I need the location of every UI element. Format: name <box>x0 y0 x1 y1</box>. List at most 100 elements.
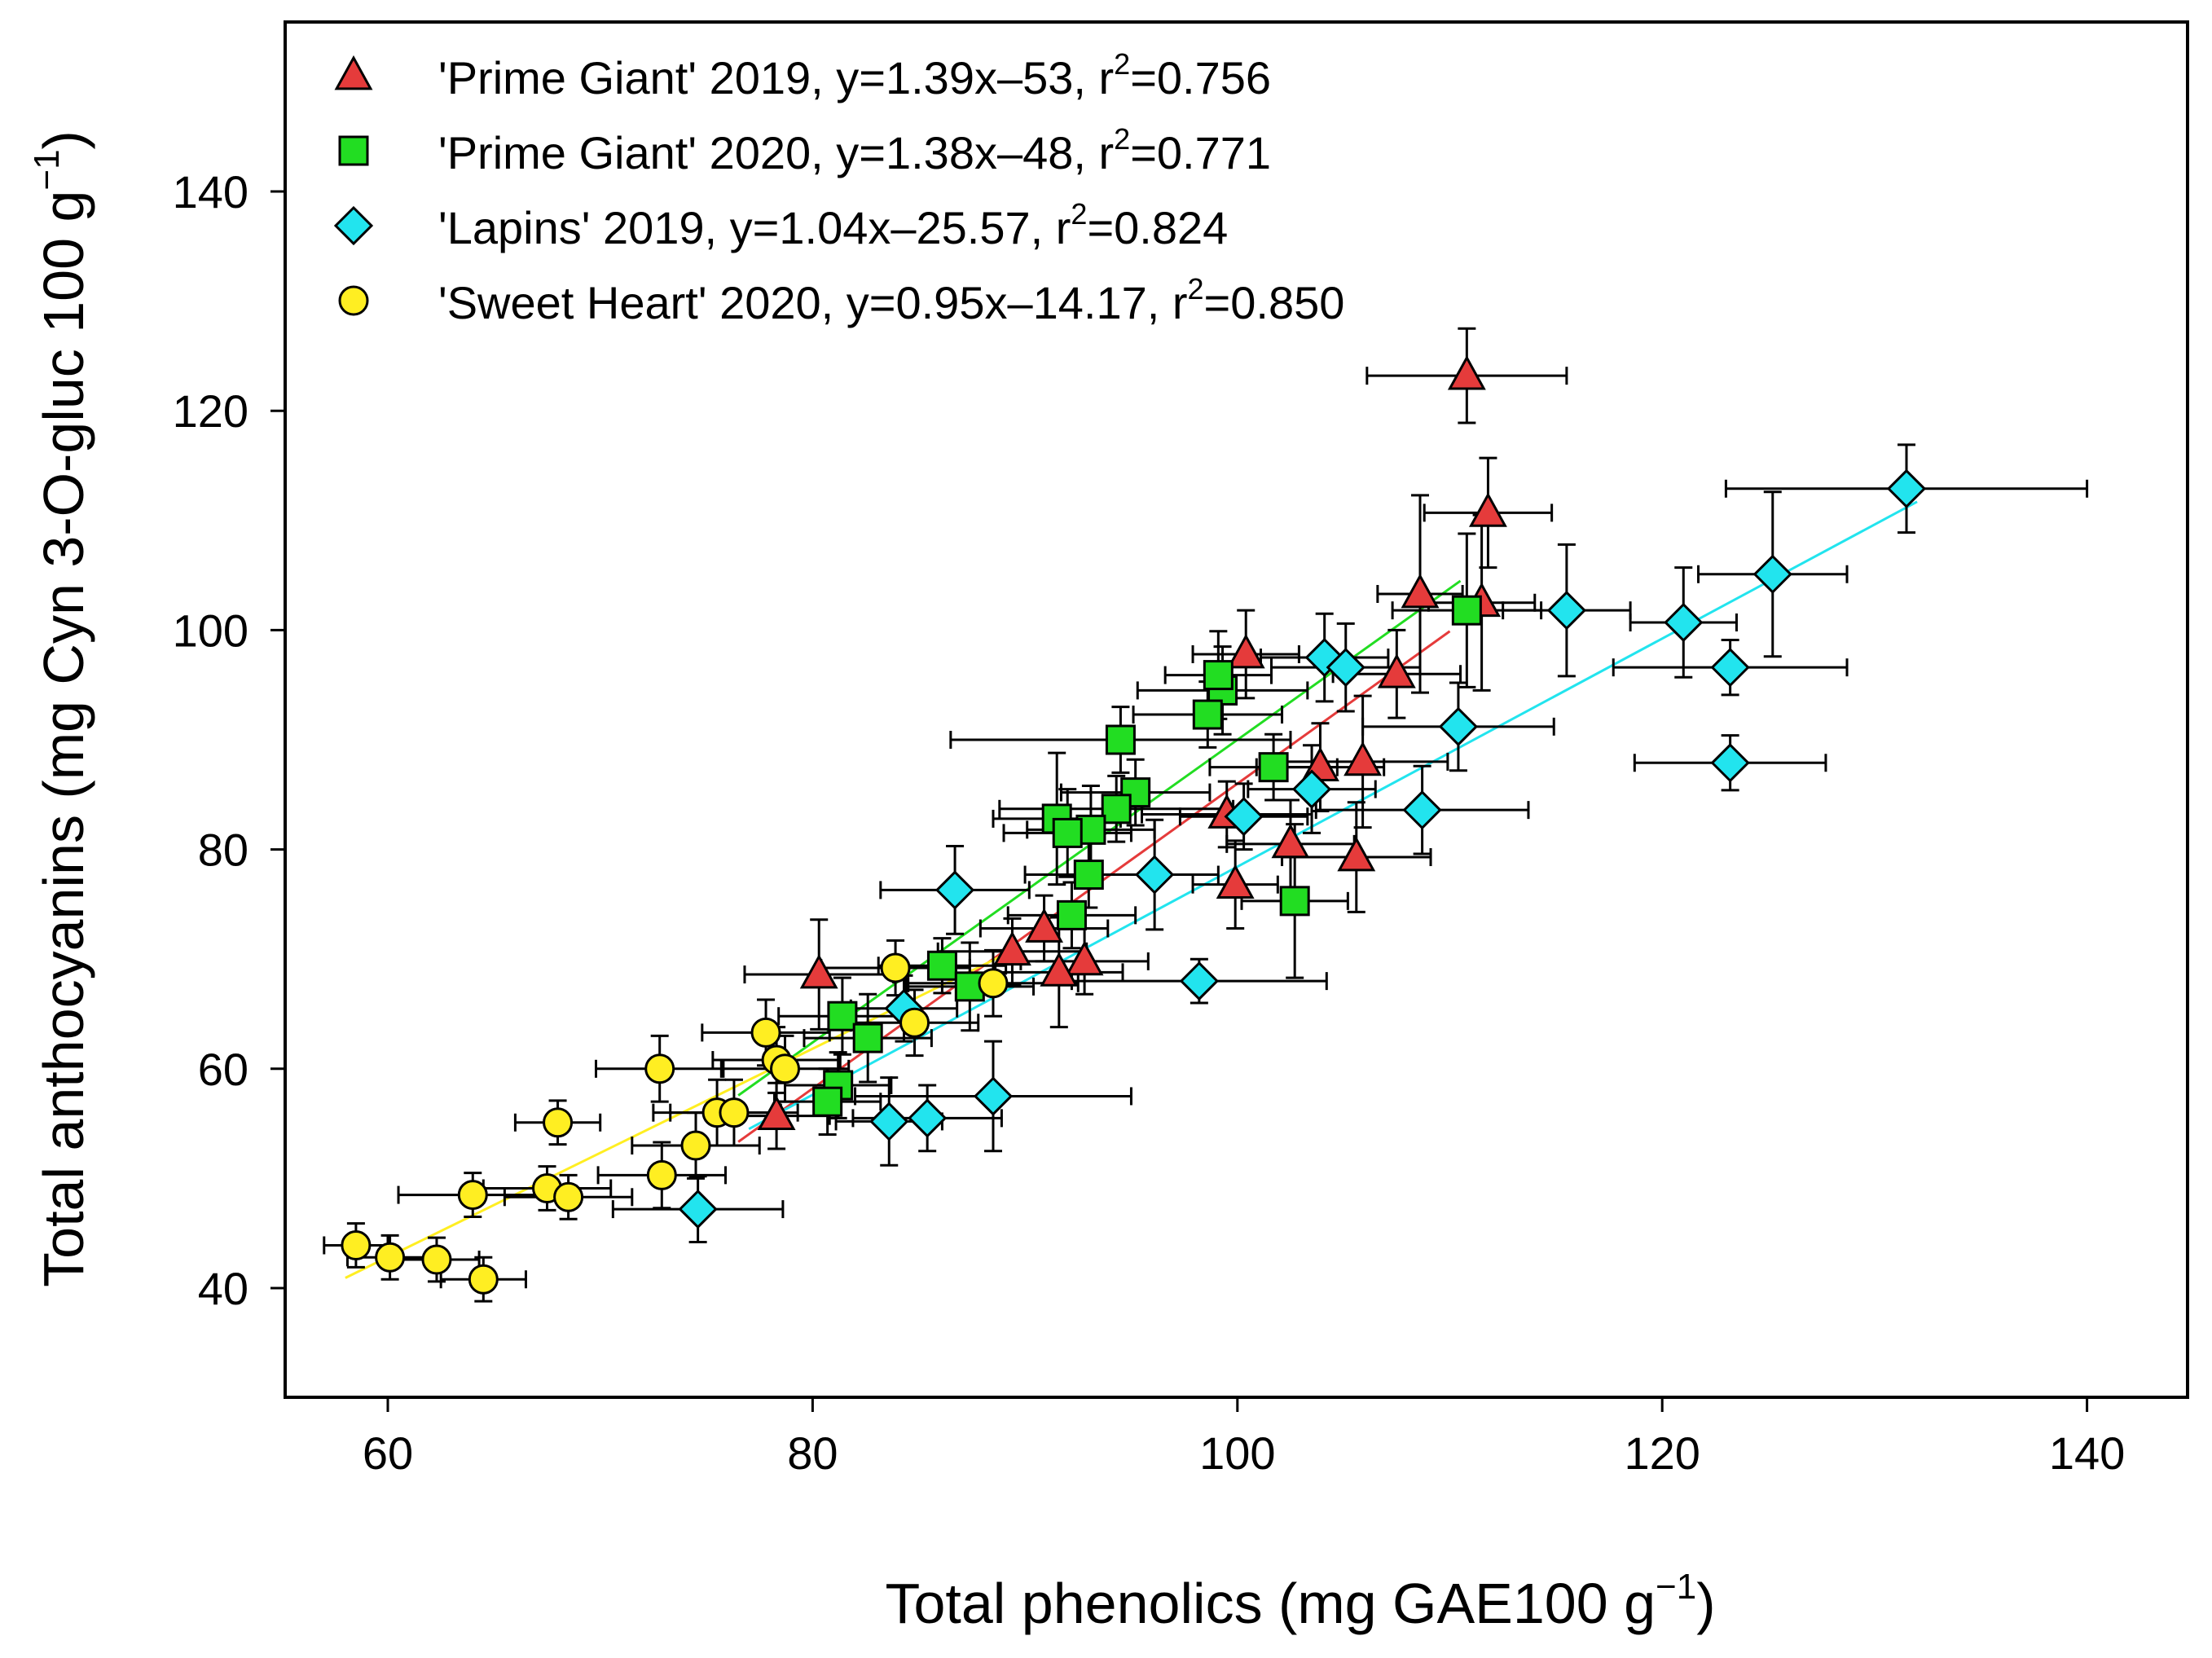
y-tick-label: 80 <box>198 825 248 876</box>
data-point-triangle <box>1343 741 1383 776</box>
error-bars <box>323 327 2089 1303</box>
legend-label: 'Prime Giant' 2019, y=1.39x–53, r2=0.756 <box>438 47 1271 103</box>
y-tick-label: 120 <box>173 385 248 437</box>
data-point-square <box>1052 817 1083 848</box>
data-point-triangle <box>757 1095 796 1131</box>
data-point-circle <box>770 1053 801 1084</box>
data-point-triangle <box>1226 633 1265 669</box>
data-point-diamond <box>1752 554 1792 594</box>
legend-equation: 'Prime Giant' 2020, y=1.38x–48, r <box>438 127 1114 178</box>
legend-marker-square <box>338 135 369 166</box>
x-tick-label: 100 <box>1199 1427 1275 1479</box>
data-point-diamond <box>1179 961 1219 1001</box>
data-point-square <box>954 971 985 1002</box>
data-point-square <box>1258 752 1289 783</box>
data-point-circle <box>468 1264 499 1295</box>
data-point-diamond <box>908 1098 948 1138</box>
legend-label: 'Lapins' 2019, y=1.04x–25.57, r2=0.824 <box>438 197 1228 253</box>
data-point-triangle <box>993 930 1031 966</box>
data-point-diamond <box>1710 648 1750 688</box>
fit-line-2 <box>748 500 1918 1131</box>
data-point-triangle <box>1337 836 1376 872</box>
data-point-diamond <box>934 870 975 910</box>
data-point-circle <box>457 1180 488 1211</box>
data-point-diamond <box>1291 769 1332 809</box>
data-point-diamond <box>1664 602 1704 643</box>
legend-label: 'Prime Giant' 2020, y=1.38x–48, r2=0.771 <box>438 122 1271 178</box>
data-point-square <box>1203 660 1234 691</box>
x-tick-label: 140 <box>2049 1427 2125 1479</box>
y-axis-title: Total anthocyanins (mg Cyn 3-O-gluc 100 … <box>27 130 95 1287</box>
markers <box>341 355 1927 1295</box>
data-point-triangle <box>1447 355 1486 390</box>
legend-r2-exponent: 2 <box>1114 47 1130 81</box>
legend-equation: 'Sweet Heart' 2020, y=0.95x–14.17, r <box>438 277 1188 328</box>
data-point-diamond <box>1710 743 1750 783</box>
data-point-square <box>827 1001 858 1031</box>
data-point-triangle <box>1401 573 1440 609</box>
legend-r2-exponent: 2 <box>1071 197 1087 231</box>
legend-r2-value: =0.771 <box>1130 127 1271 178</box>
data-point-diamond <box>1326 648 1365 688</box>
data-point-square <box>1073 860 1104 891</box>
data-point-diamond <box>1224 797 1264 837</box>
data-point-triangle <box>1025 908 1064 943</box>
data-point-square <box>1192 699 1223 730</box>
data-point-triangle <box>1040 952 1079 987</box>
data-point-circle <box>375 1242 406 1273</box>
data-point-diamond <box>869 1102 909 1141</box>
data-point-diamond <box>1886 468 1927 508</box>
data-point-triangle <box>799 953 838 989</box>
data-point-triangle <box>1468 492 1507 527</box>
legend-label: 'Sweet Heart' 2020, y=0.95x–14.17, r2=0.… <box>438 272 1344 328</box>
legend-r2-value: =0.756 <box>1130 52 1271 103</box>
data-point-circle <box>646 1159 677 1190</box>
data-point-diamond <box>1438 706 1479 746</box>
data-point-triangle <box>1216 864 1255 899</box>
data-point-circle <box>978 968 1009 999</box>
data-point-square <box>1056 899 1087 930</box>
data-point-square <box>812 1086 843 1117</box>
data-point-circle <box>543 1107 574 1138</box>
x-tick-label: 80 <box>787 1427 838 1479</box>
data-point-circle <box>750 1017 781 1048</box>
data-point-circle <box>899 1007 930 1038</box>
y-axis: 40 60 80 100 120 140 <box>173 166 285 1314</box>
data-point-circle <box>553 1181 584 1212</box>
legend-equation: 'Prime Giant' 2019, y=1.39x–53, r <box>438 52 1114 103</box>
x-tick-label: 120 <box>1624 1427 1700 1479</box>
x-axis: 60 80 100 120 140 <box>363 1397 2125 1479</box>
data-point-square <box>852 1023 883 1053</box>
y-tick-label: 100 <box>173 605 248 656</box>
legend-marker-diamond <box>333 205 374 246</box>
legend-r2-value: =0.824 <box>1087 202 1228 253</box>
data-point-triangle <box>1271 823 1310 859</box>
data-point-circle <box>644 1053 675 1084</box>
y-tick-label: 40 <box>198 1263 248 1314</box>
data-point-square <box>1279 886 1310 917</box>
data-point-triangle <box>1065 940 1104 976</box>
data-point-square <box>1105 724 1136 755</box>
data-point-triangle <box>1377 653 1416 688</box>
y-tick-label: 60 <box>198 1044 248 1095</box>
data-point-circle <box>341 1230 372 1261</box>
data-point-diamond <box>973 1076 1014 1116</box>
data-point-circle <box>421 1244 452 1275</box>
data-point-circle <box>680 1130 711 1161</box>
legend-r2-exponent: 2 <box>1188 272 1204 306</box>
data-point-diamond <box>678 1189 718 1229</box>
data-point-diamond <box>1402 790 1442 830</box>
data-point-diamond <box>1135 855 1175 895</box>
x-tick-label: 60 <box>363 1427 413 1479</box>
data-point-circle <box>880 952 911 983</box>
data-point-square <box>1101 794 1132 825</box>
data-point-square <box>1451 595 1482 626</box>
legend: 'Prime Giant' 2019, y=1.39x–53, r2=0.756… <box>333 47 1344 328</box>
data-point-circle <box>719 1097 750 1128</box>
legend-r2-exponent: 2 <box>1114 122 1130 156</box>
x-axis-title: Total phenolics (mg GAE100 g−1) <box>886 1567 1716 1635</box>
legend-equation: 'Lapins' 2019, y=1.04x–25.57, r <box>438 202 1071 253</box>
data-point-diamond <box>1546 591 1587 631</box>
